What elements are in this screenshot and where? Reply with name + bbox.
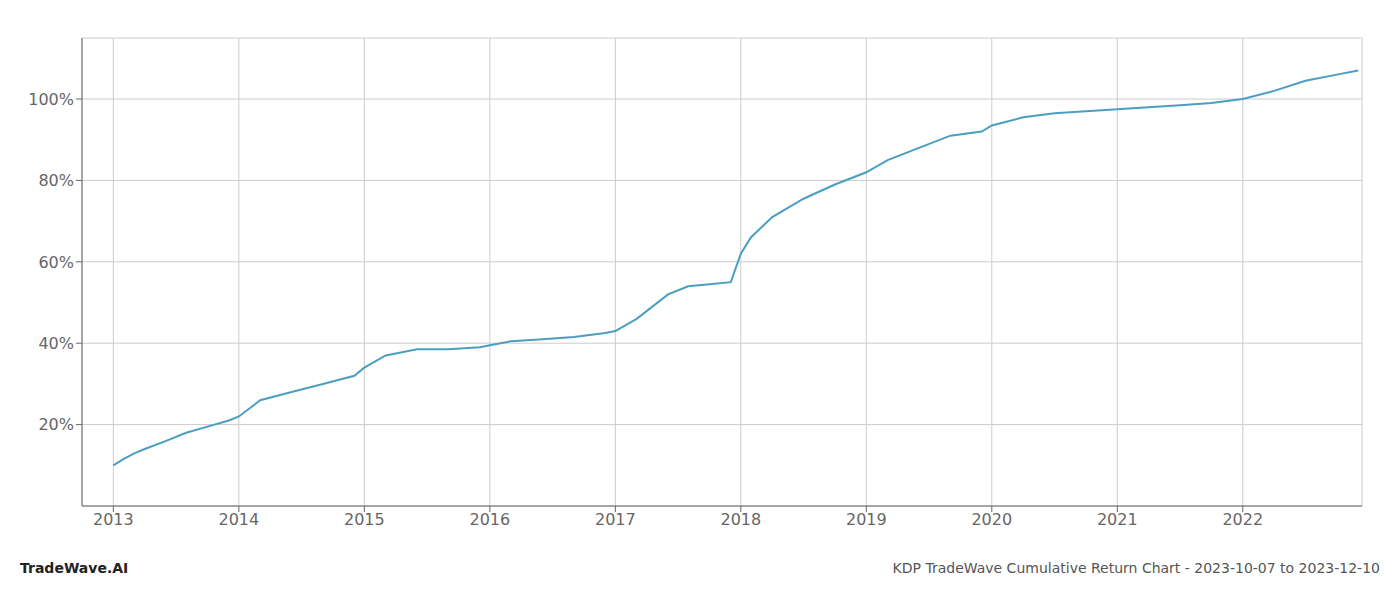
svg-text:2016: 2016 — [469, 510, 510, 529]
svg-text:60%: 60% — [38, 253, 74, 272]
html-text:KDP TradeWave Cumulative Retur: KDP TradeWave Cumulative Return Chart - … — [892, 560, 1380, 576]
svg-text:2019: 2019 — [846, 510, 887, 529]
svg-text:2017: 2017 — [595, 510, 636, 529]
svg-text:2013: 2013 — [93, 510, 134, 529]
svg-text:2015: 2015 — [344, 510, 385, 529]
svg-text:2018: 2018 — [720, 510, 761, 529]
svg-text:2021: 2021 — [1097, 510, 1138, 529]
svg-text:80%: 80% — [38, 171, 74, 190]
svg-text:2022: 2022 — [1222, 510, 1263, 529]
svg-text:20%: 20% — [38, 415, 74, 434]
html-text:TradeWave.AI: TradeWave.AI — [20, 560, 129, 576]
svg-text:2014: 2014 — [219, 510, 260, 529]
svg-text:40%: 40% — [38, 334, 74, 353]
svg-text:100%: 100% — [28, 90, 74, 109]
svg-text:2020: 2020 — [971, 510, 1012, 529]
